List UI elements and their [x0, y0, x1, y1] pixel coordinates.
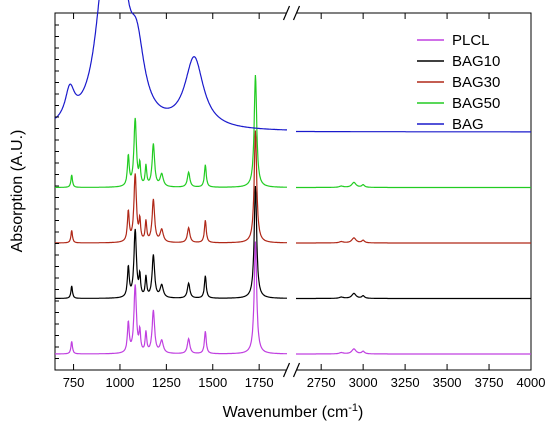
x-tick-label: 3250 — [391, 375, 420, 390]
legend-label-bag: BAG — [452, 116, 484, 133]
x-tick-label: 3500 — [433, 375, 462, 390]
legend-label-bag50: BAG50 — [452, 95, 500, 112]
x-tick-label: 1500 — [198, 375, 227, 390]
x-tick-label: 1000 — [105, 375, 134, 390]
x-axis-title-superscript: -1 — [348, 402, 358, 414]
series-line-bag50-segment-2 — [296, 182, 531, 187]
x-axis-title-text: Wavenumber (cm — [223, 404, 349, 421]
x-axis-title: Wavenumber (cm-1) — [223, 402, 364, 421]
x-tick-label: 750 — [63, 375, 85, 390]
series-line-plcl-segment-2 — [296, 349, 531, 354]
x-tick-label: 1750 — [245, 375, 274, 390]
legend: PLCL BAG10 BAG30 BAG50 BAG — [417, 32, 500, 133]
x-tick-label: 3000 — [349, 375, 378, 390]
x-tick-label: 1250 — [152, 375, 181, 390]
legend-label-bag10: BAG10 — [452, 53, 500, 70]
x-tick-label: 3750 — [475, 375, 504, 390]
series-line-bag50-segment-1 — [55, 75, 287, 187]
axis-break-gap — [287, 362, 297, 378]
axis-break-gap — [287, 5, 297, 21]
x-axis-title-close: ) — [358, 404, 363, 421]
series-line-bag10-segment-2 — [296, 293, 531, 298]
series-bag30 — [55, 131, 531, 244]
series-plcl — [55, 242, 531, 355]
series-line-bag30-segment-2 — [296, 238, 531, 243]
series-bag10 — [55, 186, 531, 299]
legend-label-plcl: PLCL — [452, 32, 490, 49]
x-tick-label: 2750 — [307, 375, 336, 390]
x-tick-label: 4000 — [517, 375, 546, 390]
series-line-bag-segment-1 — [55, 0, 287, 130]
legend-label-bag30: BAG30 — [452, 74, 500, 91]
y-axis-title: Absorption (A.U.) — [9, 130, 26, 253]
axis-break-markers — [284, 5, 300, 378]
